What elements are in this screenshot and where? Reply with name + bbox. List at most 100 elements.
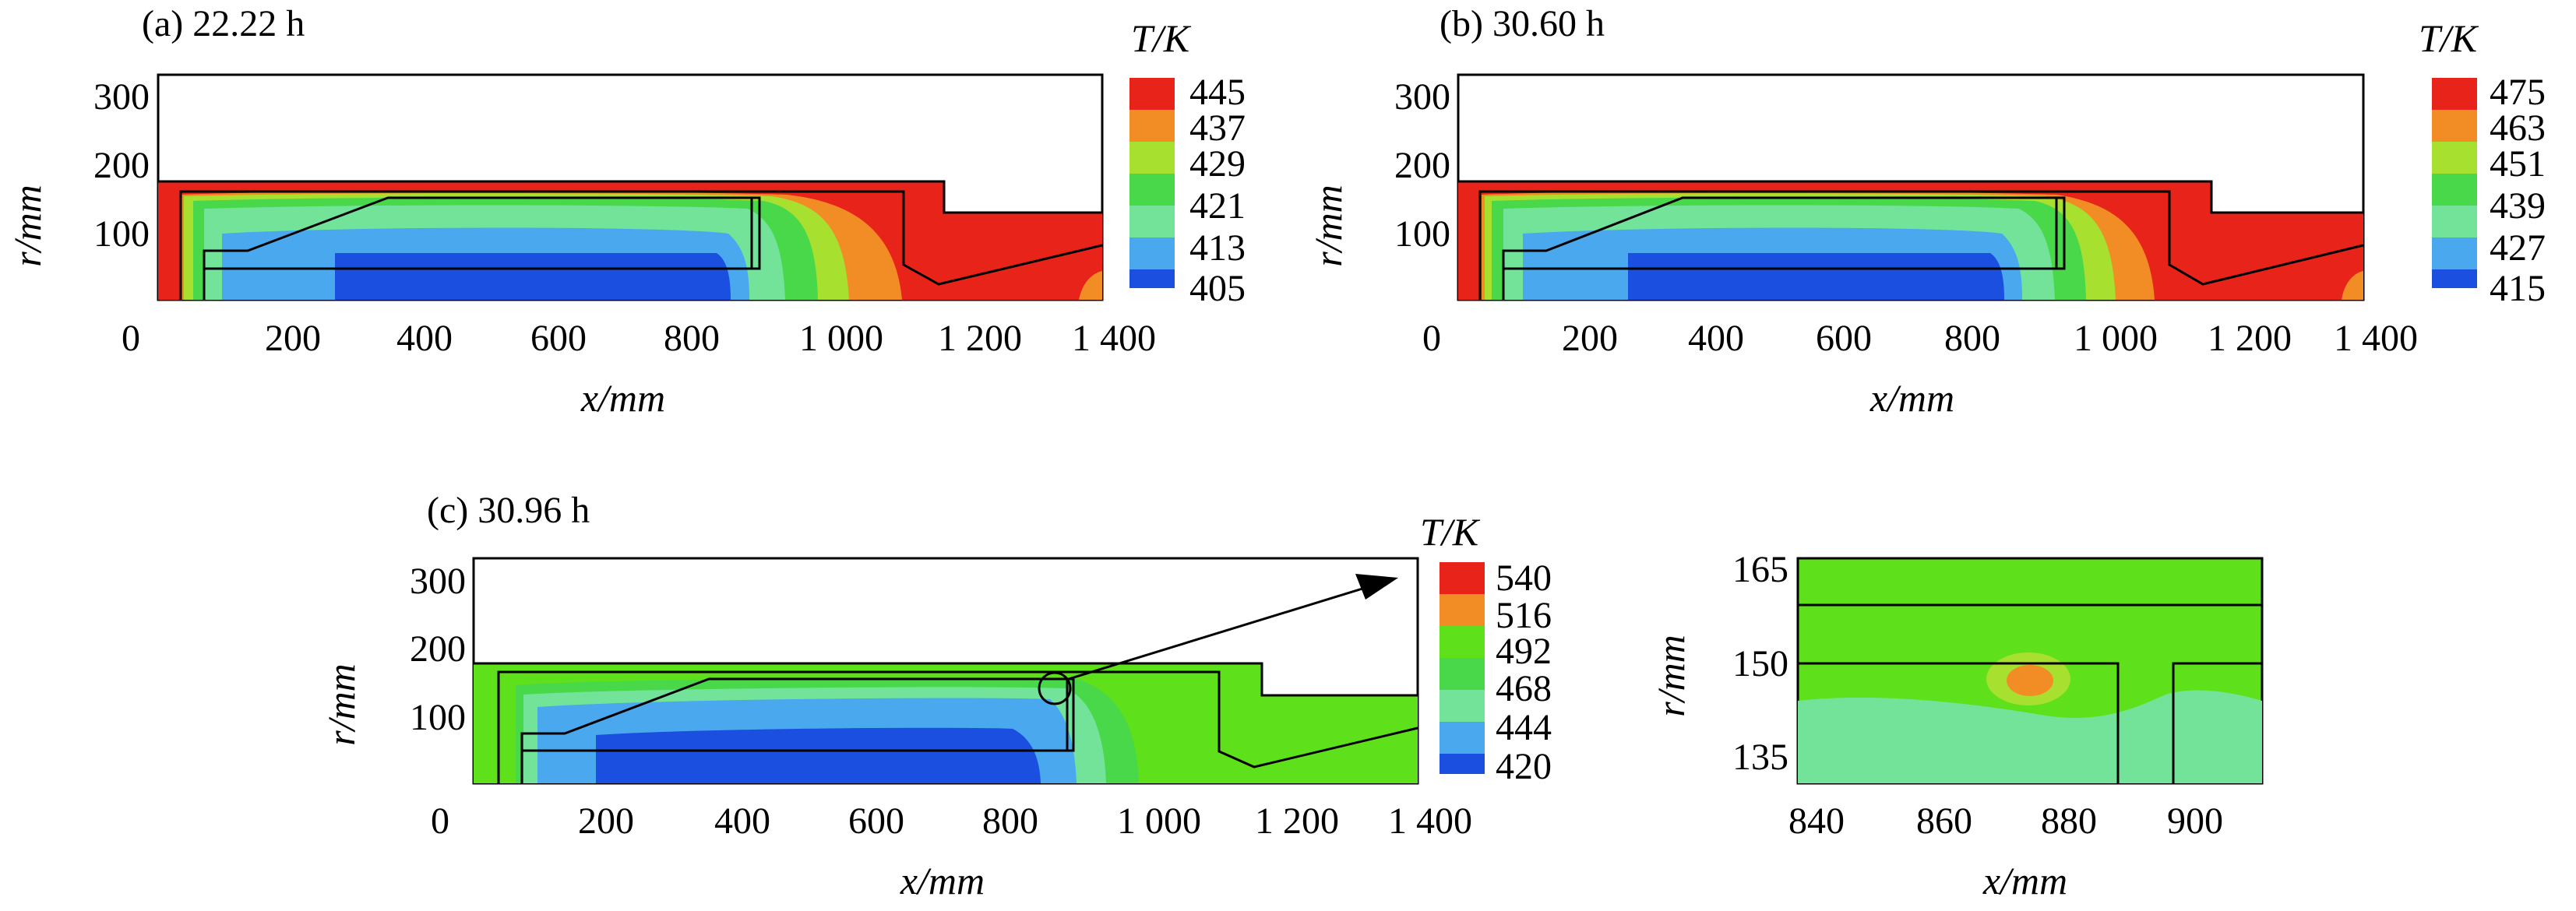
panel-a-legend-swatch (1129, 206, 1175, 237)
panel-c-legend-label: 468 (1496, 668, 1552, 709)
panel-c-legend-swatch (1440, 690, 1485, 722)
panel-a-legend-title: T/K (1131, 16, 1192, 60)
panel-b-x-tick: 600 (1816, 318, 1872, 359)
panel-b-legend-label: 451 (2490, 143, 2546, 185)
panel-b-legend-label: 427 (2490, 227, 2546, 269)
panel-c-y-tick: 200 (410, 628, 466, 670)
panel-b-y-tick: 200 (1394, 145, 1450, 186)
panel-b-x-tick: 200 (1562, 318, 1618, 359)
panel-zoom-y-axis: 165 150 135 r/mm (1649, 549, 1788, 778)
panel-a-y-tick: 300 (93, 76, 150, 118)
panel-a-legend-label: 429 (1189, 143, 1246, 185)
panel-a-x-tick: 800 (664, 318, 720, 359)
panel-zoom-y-tick: 150 (1732, 643, 1788, 684)
panel-c-legend-swatch (1440, 626, 1485, 658)
panel-c-y-axis: 300 200 100 r/mm (319, 561, 466, 746)
panel-a-x-tick: 1 400 (1072, 318, 1156, 359)
panel-c-zoom-arrow-head (1355, 574, 1398, 600)
panel-zoom-x-tick: 840 (1788, 800, 1845, 842)
panel-b-x-tick: 0 (1422, 318, 1441, 359)
panel-b-x-tick: 800 (1944, 318, 2000, 359)
panel-b-x-tick: 1 000 (2074, 318, 2158, 359)
panel-a-x-axis: 0 200 400 600 800 1 000 1 200 1 400 x/mm (122, 318, 1156, 420)
panel-zoom-x-tick: 900 (2167, 800, 2223, 842)
panel-c-x-tick: 600 (848, 800, 904, 842)
panel-b-legend-swatch (2432, 206, 2477, 237)
panel-c-zoom-circle (1038, 671, 1072, 705)
panel-c-y-tick: 300 (410, 561, 466, 602)
panel-zoom-y-tick: 135 (1732, 737, 1788, 778)
panel-b-legend-swatch (2432, 237, 2477, 269)
panel-b-legend-title: T/K (2419, 16, 2479, 60)
panel-a-legend-label: 405 (1189, 268, 1246, 309)
panel-a-title: (a) 22.22 h (142, 3, 305, 44)
panel-c-level-min (596, 727, 1041, 783)
panel-c-legend-label: 540 (1496, 558, 1552, 599)
panel-c-zoom-arrow-line (1068, 581, 1383, 681)
panel-c-x-tick: 200 (578, 800, 634, 842)
panel-a-level-min (335, 253, 731, 300)
panel-a-legend-swatch (1129, 269, 1175, 288)
panel-a-x-tick: 1 200 (938, 318, 1022, 359)
panel-c-outline (474, 662, 1418, 783)
panel-c-field (474, 574, 1418, 783)
panel-a-legend-label: 437 (1189, 107, 1246, 149)
panel-b-y-tick: 100 (1394, 213, 1450, 255)
panel-b-x-tick: 1 400 (2334, 318, 2418, 359)
panel-b-x-label: x/mm (1869, 376, 1954, 420)
panel-a-y-tick: 100 (93, 213, 150, 255)
panel-c-x-label: x/mm (900, 859, 985, 902)
panel-c-x-tick: 0 (431, 800, 449, 842)
panel-a-x-tick: 200 (265, 318, 321, 359)
panel-a-legend-swatch (1129, 110, 1175, 142)
panel-zoom-y-tick: 165 (1732, 549, 1788, 590)
panel-b-y-axis: 300 200 100 r/mm (1306, 76, 1450, 267)
panel-zoom-x-label: x/mm (1982, 859, 2067, 902)
panel-a-legend-swatch (1129, 174, 1175, 206)
panel-a-legend: T/K 445 437 429 421 413 405 (1129, 16, 1246, 309)
panel-a-x-tick: 0 (122, 318, 140, 359)
panel-a-legend-swatch (1129, 142, 1175, 174)
panel-zoom: 165 150 135 r/mm 840 860 880 900 x/mm (1649, 549, 2264, 902)
panel-c-x-tick: 400 (714, 800, 770, 842)
panel-c-legend-swatch (1440, 562, 1485, 594)
panel-a-legend-label: 413 (1189, 227, 1246, 269)
panel-b-x-tick: 400 (1688, 318, 1744, 359)
panel-a-x-tick: 400 (396, 318, 453, 359)
panel-c-legend-title: T/K (1420, 510, 1481, 554)
panel-a-legend-label: 445 (1189, 72, 1246, 113)
panel-b-legend-label: 463 (2490, 107, 2546, 149)
panel-b-right-hot (2342, 271, 2363, 300)
panel-a-x-tick: 600 (530, 318, 587, 359)
panel-b-outline (1458, 180, 2364, 300)
panel-c-legend-swatch (1440, 594, 1485, 626)
panel-a-y-tick: 200 (93, 145, 150, 186)
panel-c: (c) 30.96 h 300 200 100 r/mm 0 200 400 6… (319, 490, 1552, 902)
panel-b-x-tick: 1 200 (2208, 318, 2292, 359)
panel-c-x-axis: 0 200 400 600 800 1 000 1 200 1 400 x/mm (431, 800, 1472, 902)
panel-zoom-x-tick: 880 (2041, 800, 2097, 842)
panel-a-legend-swatch (1129, 78, 1175, 110)
panel-b-legend-swatch (2432, 174, 2477, 206)
panel-b-x-axis: 0 200 400 600 800 1 000 1 200 1 400 x/mm (1422, 318, 2418, 420)
panel-c-legend-swatch (1440, 658, 1485, 690)
panel-c-legend-swatch (1440, 754, 1485, 774)
panel-b-legend-swatch (2432, 110, 2477, 142)
panel-zoom-x-tick: 860 (1916, 800, 1972, 842)
panel-c-legend-label: 492 (1496, 631, 1552, 672)
panel-a: (a) 22.22 h 300 200 100 r/mm 0 200 400 6… (5, 3, 1246, 420)
panel-a-y-label: r/mm (5, 185, 49, 267)
panel-c-title: (c) 30.96 h (427, 490, 590, 531)
panel-zoom-outline (1798, 603, 2262, 783)
panel-a-right-hot (1079, 271, 1102, 300)
panel-c-x-tick: 800 (982, 800, 1038, 842)
panel-a-y-axis: 300 200 100 r/mm (5, 76, 150, 267)
panel-c-legend-label: 516 (1496, 595, 1552, 636)
panel-zoom-hotspot-core (2007, 665, 2053, 696)
panel-zoom-x-axis: 840 860 880 900 x/mm (1788, 800, 2223, 902)
panel-b-legend-swatch (2432, 78, 2477, 110)
panel-a-outline (158, 180, 1103, 300)
panel-b-legend-label: 439 (2490, 185, 2546, 227)
panel-c-legend-label: 444 (1496, 707, 1552, 748)
